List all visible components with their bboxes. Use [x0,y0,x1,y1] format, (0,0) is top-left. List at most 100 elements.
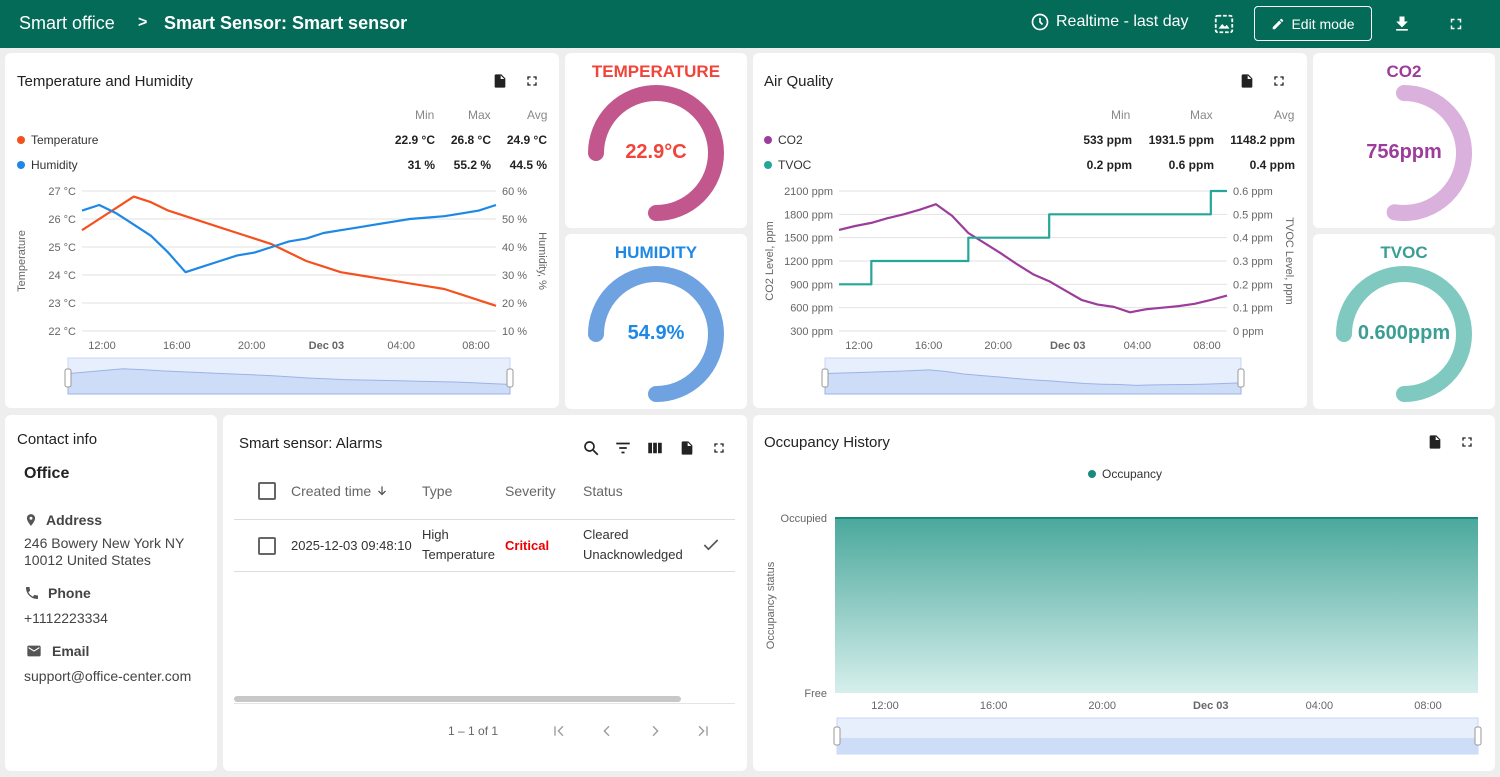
y-tick-label-right: 0.1 ppm [1233,303,1273,315]
hum-max: 55.2 % [453,158,491,172]
filter-icon[interactable] [613,438,633,458]
select-all-checkbox[interactable] [258,482,276,500]
cell-severity: Critical [505,538,550,553]
range-slider-handle-left [833,726,841,746]
search-icon[interactable] [581,438,601,458]
y-tick-label-left: 1800 ppm [784,209,833,221]
tvoc-gauge-card: TVOC 0.600ppm [1313,234,1495,409]
legend-temperature[interactable]: Temperature [17,133,98,147]
phone-label: Phone [24,585,91,601]
card-title: Occupancy History [764,434,890,451]
first-page-icon[interactable] [547,719,571,743]
last-page-icon[interactable] [691,719,715,743]
legend-humidity[interactable]: Humidity [17,158,78,172]
horizontal-scrollbar[interactable] [234,696,681,702]
y-tick-label-right: 0.4 ppm [1233,233,1273,245]
row-checkbox[interactable] [258,537,276,555]
office-name: Office [24,465,70,482]
range-slider-preview [67,368,511,395]
download-icon[interactable] [1390,12,1414,36]
export-icon[interactable] [1425,432,1445,452]
legend-dot [1088,470,1096,478]
temp-humidity-chart[interactable]: 27 °C 60 % 26 °C 50 % 25 °C 40 % 24 °C 30 % 23 °… [5,178,559,408]
edit-mode-button[interactable]: Edit mode [1254,6,1372,41]
fullscreen-icon[interactable] [1269,71,1289,91]
x-tick-label: 04:00 [387,340,415,352]
co2-max: 1931.5 ppm [1148,133,1214,147]
footer-divider [234,703,735,704]
next-page-icon[interactable] [643,719,667,743]
occupancy-chart[interactable]: Occupied Free Occupancy status 12:00 16:00 20… [753,495,1495,771]
address-label: Address [24,511,102,529]
y-tick-label-right: 20 % [502,298,527,310]
export-icon[interactable] [1237,71,1257,91]
acknowledge-check-icon[interactable] [701,535,721,555]
cell-status-line2: Unacknowledged [583,547,683,562]
gauge-arc [1386,85,1472,221]
column-type[interactable]: Type [422,483,453,499]
export-icon[interactable] [677,438,697,458]
col-avg: Avg [1274,108,1295,122]
legend-label: Occupancy [1102,467,1163,481]
previous-page-icon[interactable] [595,719,619,743]
gauge-title: TVOC [1380,243,1428,262]
fullscreen-icon[interactable] [1444,12,1468,36]
y-tick-label-right: 0.5 ppm [1233,209,1273,221]
card-title: Temperature and Humidity [17,73,193,90]
y-tick-label-left: 26 °C [48,214,76,226]
y-tick-label-right: 0.6 ppm [1233,186,1273,198]
edit-mode-label: Edit mode [1291,15,1355,32]
breadcrumb-root[interactable]: Smart office [19,13,115,33]
temp-min: 22.9 °C [394,133,435,147]
y-axis-label-right: Humidity, % [536,232,548,290]
legend-co2[interactable]: CO2 [764,133,803,147]
col-min: Min [415,108,435,122]
cell-type-line2: Temperature [422,547,495,562]
export-icon[interactable] [490,71,510,91]
x-tick-label: 12:00 [88,340,116,352]
column-status[interactable]: Status [583,483,623,499]
table-row[interactable]: 2025-12-03 09:48:10 High Temperature Cri… [234,520,735,571]
alarms-card: Smart sensor: Alarms Created time Type S… [223,415,747,771]
y-tick-label-left: 27 °C [48,186,76,198]
fullscreen-icon[interactable] [709,438,729,458]
column-created-time[interactable]: Created time [291,483,389,499]
gauge-value-arc [588,266,724,402]
x-tick-label: Dec 03 [309,340,344,352]
legend-tvoc[interactable]: TVOC [764,158,811,172]
air-quality-chart[interactable]: 2100 ppm 0.6 ppm 1800 ppm 0.5 ppm 1500 ppm 0.… [753,178,1307,408]
pagination-range: 1 – 1 of 1 [448,724,499,738]
legend-occupancy[interactable]: Occupancy [1088,467,1162,481]
timewindow-button[interactable]: Realtime - last day [1030,12,1189,32]
columns-icon[interactable] [645,438,665,458]
gauge-value: 0.600ppm [1357,322,1451,344]
fullscreen-icon[interactable] [1457,432,1477,452]
phone-text[interactable]: +1112223334 [24,610,108,626]
tvoc-avg: 0.4 ppm [1249,158,1295,172]
col-max: Max [1190,108,1213,122]
email-text[interactable]: support@office-center.com [24,668,192,684]
card-title: Smart sensor: Alarms [239,435,383,452]
column-severity[interactable]: Severity [505,483,556,499]
air-quality-card: Air Quality Min Max Avg CO2 533 ppm 1931… [753,53,1307,408]
y-tick-label: Free [804,688,827,700]
gauge-value: 54.9% [627,322,685,344]
x-tick-label: 04:00 [1306,700,1334,712]
co2-gauge-card: CO2 756ppm [1313,53,1495,228]
legend-label: TVOC [778,158,812,172]
y-tick-label-left: 22 °C [48,326,76,338]
gauge-value: 756ppm [1366,141,1442,163]
image-icon[interactable] [1212,12,1236,36]
x-tick-label: 08:00 [462,340,490,352]
row-divider [234,571,735,572]
fullscreen-icon[interactable] [522,71,542,91]
x-tick-label: 16:00 [915,340,943,352]
envelope-icon [27,645,41,657]
range-slider-handle-left [821,368,829,388]
y-tick-label-left: 900 ppm [790,279,833,291]
header-divider [234,519,735,520]
gauge-title: TEMPERATURE [591,62,721,81]
col-avg: Avg [527,108,548,122]
cell-created: 2025-12-03 09:48:10 [291,538,412,553]
gauge-title: HUMIDITY [614,243,698,262]
